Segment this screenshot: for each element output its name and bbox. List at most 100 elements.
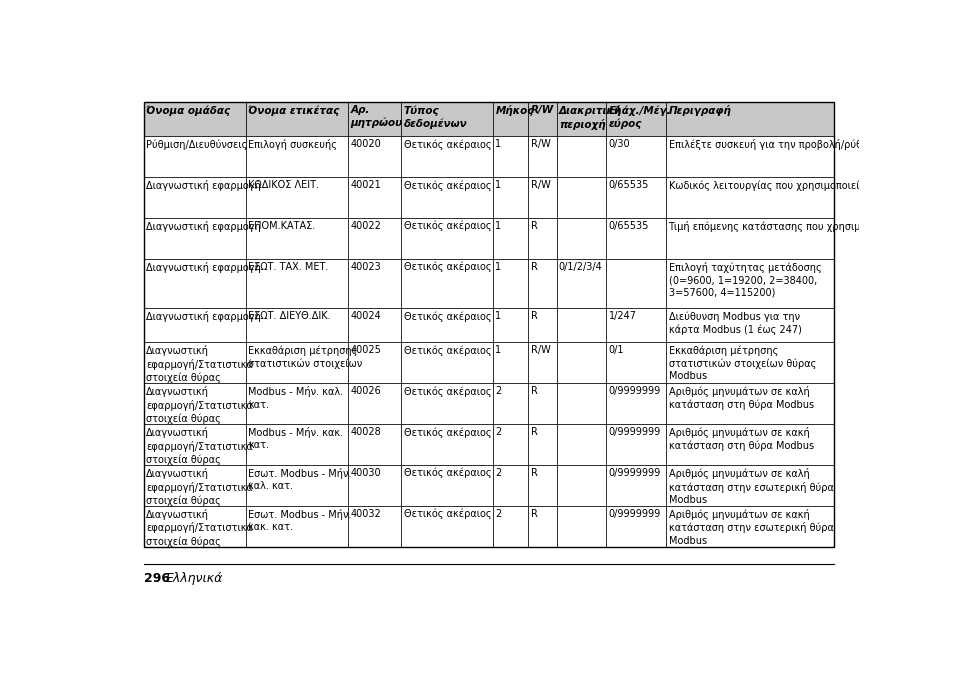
Text: 40028: 40028 [350, 427, 381, 437]
Bar [556, 136, 605, 177]
Bar [493, 218, 528, 259]
Bar [556, 308, 605, 342]
Bar [665, 177, 833, 218]
Text: 1: 1 [495, 312, 501, 322]
Text: Θετικός ακέραιος: Θετικός ακέραιος [403, 427, 491, 437]
Text: 2: 2 [495, 468, 501, 478]
Text: R: R [530, 427, 537, 437]
Text: Διαγνωστική
εφαρμογή/Στατιστικά
στοιχεία θύρας: Διαγνωστική εφαρμογή/Στατιστικά στοιχεία… [146, 345, 253, 383]
Bar [246, 136, 348, 177]
Bar [556, 218, 605, 259]
Bar [246, 465, 348, 505]
Bar [246, 308, 348, 342]
Bar [605, 102, 665, 136]
Bar [493, 308, 528, 342]
Bar [556, 102, 605, 136]
Bar [246, 424, 348, 465]
Bar [665, 505, 833, 546]
Text: 0/9999999: 0/9999999 [608, 386, 660, 396]
Bar [528, 505, 556, 546]
Bar [401, 177, 493, 218]
Text: Εσωτ. Modbus - Μήν.
καλ. κατ.: Εσωτ. Modbus - Μήν. καλ. κατ. [248, 468, 352, 491]
Bar [348, 383, 401, 424]
Bar [348, 102, 401, 136]
Bar [401, 505, 493, 546]
Bar [144, 102, 833, 546]
Text: R: R [530, 468, 537, 478]
Bar [493, 383, 528, 424]
Text: Μήκος: Μήκος [495, 106, 534, 116]
Text: Αριθμός μηνυμάτων σε καλή
κατάσταση στην εσωτερική θύρα
Modbus: Αριθμός μηνυμάτων σε καλή κατάσταση στην… [668, 468, 833, 505]
Text: 0/65535: 0/65535 [608, 180, 648, 190]
Text: R/W: R/W [530, 106, 554, 115]
Bar [348, 505, 401, 546]
Text: Αριθμός μηνυμάτων σε κακή
κατάσταση στην εσωτερική θύρα
Modbus: Αριθμός μηνυμάτων σε κακή κατάσταση στην… [668, 509, 833, 546]
Bar [246, 102, 348, 136]
Text: R: R [530, 262, 537, 272]
Bar [605, 308, 665, 342]
Bar [348, 136, 401, 177]
Bar [556, 424, 605, 465]
Text: 1: 1 [495, 180, 501, 190]
Bar [556, 259, 605, 308]
Bar [401, 136, 493, 177]
Bar [556, 465, 605, 505]
Text: Διαγνωστική
εφαρμογή/Στατιστικά
στοιχεία θύρας: Διαγνωστική εφαρμογή/Στατιστικά στοιχεία… [146, 468, 253, 505]
Bar [528, 259, 556, 308]
Text: Εσωτ. Modbus - Μήν.
κακ. κατ.: Εσωτ. Modbus - Μήν. κακ. κατ. [248, 509, 352, 532]
Bar [401, 259, 493, 308]
Bar [246, 177, 348, 218]
Bar [665, 308, 833, 342]
Text: R: R [530, 386, 537, 396]
Text: Θετικός ακέραιος: Θετικός ακέραιος [403, 221, 491, 232]
Text: ΕΠΟΜ.ΚΑΤΑΣ.: ΕΠΟΜ.ΚΑΤΑΣ. [248, 221, 315, 231]
Bar [528, 218, 556, 259]
Bar [605, 465, 665, 505]
Bar [401, 424, 493, 465]
Bar [246, 505, 348, 546]
Text: 0/30: 0/30 [608, 139, 630, 149]
Text: 2: 2 [495, 386, 501, 396]
Bar [528, 424, 556, 465]
Bar [401, 218, 493, 259]
Text: Αρ.
μητρώου: Αρ. μητρώου [350, 106, 402, 129]
Text: Κωδικός λειτουργίας που χρησιμοποιείται στο σύστημα μενού: Κωδικός λειτουργίας που χρησιμοποιείται … [668, 180, 953, 190]
Text: Όνομα ετικέτας: Όνομα ετικέτας [248, 106, 339, 116]
Text: Ελληνικά: Ελληνικά [166, 572, 223, 585]
Bar [665, 342, 833, 383]
Bar [144, 177, 246, 218]
Bar [528, 177, 556, 218]
Bar [144, 136, 246, 177]
Text: Θετικός ακέραιος: Θετικός ακέραιος [403, 468, 491, 479]
Text: R/W: R/W [530, 139, 550, 149]
Bar [401, 383, 493, 424]
Bar [348, 177, 401, 218]
Bar [144, 383, 246, 424]
Text: ΚΩΔΙΚΟΣ ΛΕΙΤ.: ΚΩΔΙΚΟΣ ΛΕΙΤ. [248, 180, 319, 190]
Text: 40032: 40032 [350, 509, 381, 519]
Text: Θετικός ακέραιος: Θετικός ακέραιος [403, 180, 491, 190]
Bar [144, 218, 246, 259]
Text: 0/65535: 0/65535 [608, 221, 648, 231]
Bar [348, 424, 401, 465]
Bar [605, 424, 665, 465]
Bar [246, 259, 348, 308]
Bar [556, 383, 605, 424]
Bar [246, 342, 348, 383]
Bar [144, 259, 246, 308]
Text: Ρύθμιση/Διευθύνσεις: Ρύθμιση/Διευθύνσεις [146, 139, 248, 149]
Text: 40030: 40030 [350, 468, 381, 478]
Text: 1: 1 [495, 262, 501, 272]
Text: Επιλέξτε συσκευή για την προβολή/ρύθμιση της διεύθυνσης Modbus (1 έως 30): Επιλέξτε συσκευή για την προβολή/ρύθμιση… [668, 139, 953, 150]
Bar [528, 465, 556, 505]
Text: 0/9999999: 0/9999999 [608, 427, 660, 437]
Text: Θετικός ακέραιος: Θετικός ακέραιος [403, 139, 491, 149]
Bar [605, 177, 665, 218]
Bar [401, 342, 493, 383]
Bar [556, 177, 605, 218]
Bar [665, 465, 833, 505]
Text: Επιλογή συσκευής: Επιλογή συσκευής [248, 139, 337, 150]
Bar [401, 465, 493, 505]
Bar [493, 259, 528, 308]
Text: Διαγνωστική εφαρμογή: Διαγνωστική εφαρμογή [146, 221, 261, 232]
